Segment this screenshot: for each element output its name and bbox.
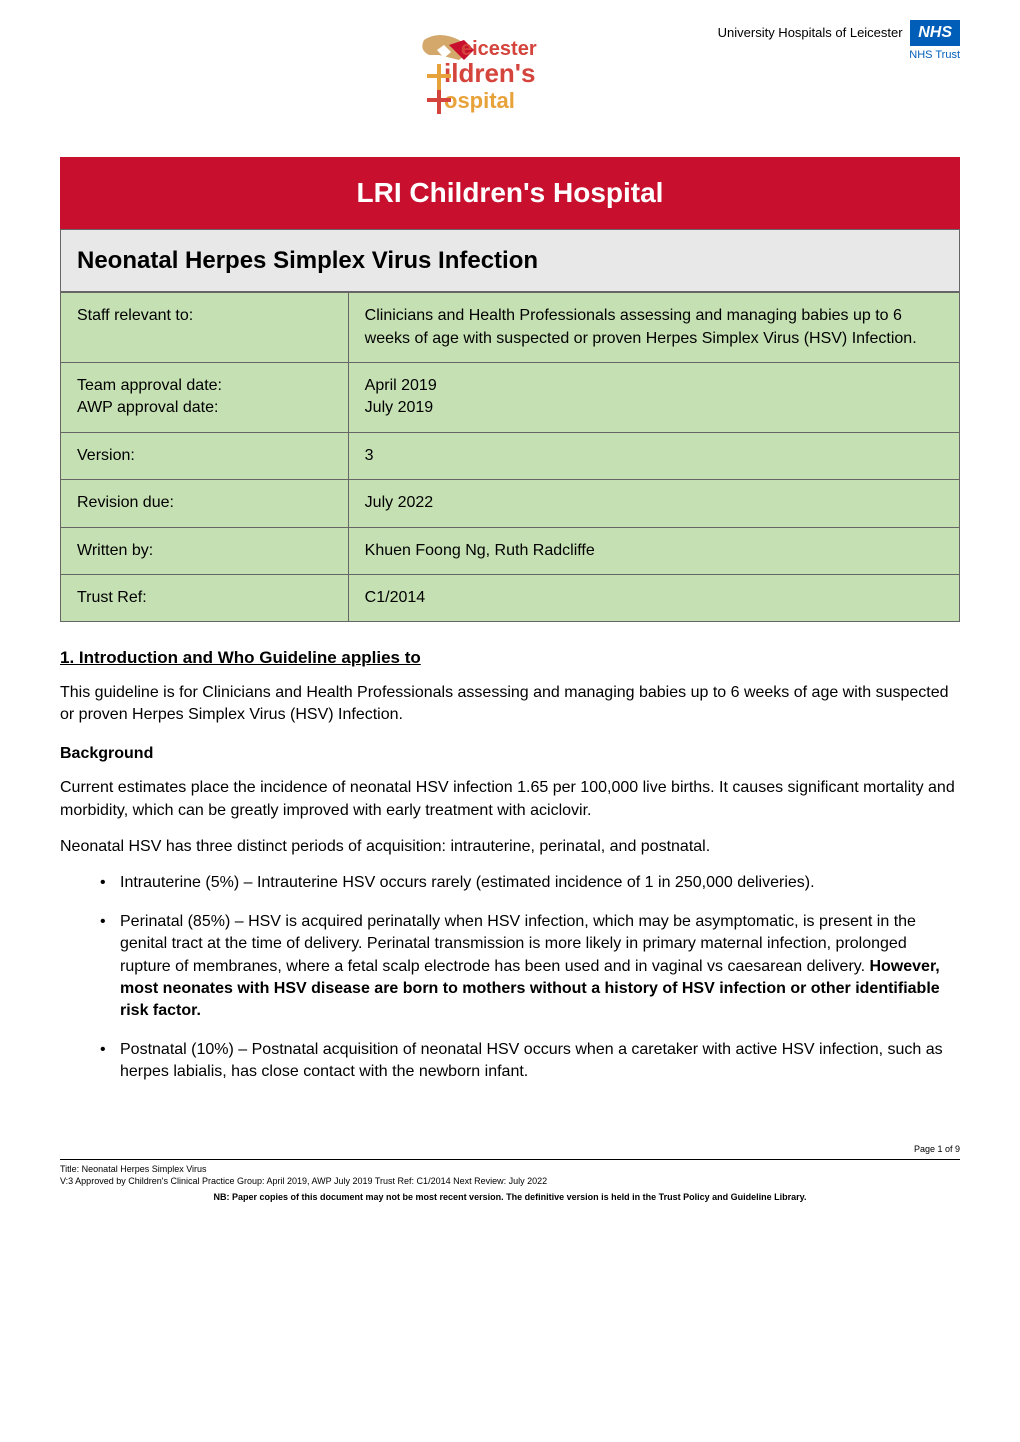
- title-section: Neonatal Herpes Simplex Virus Infection: [60, 229, 960, 293]
- page-title: Neonatal Herpes Simplex Virus Infection: [77, 244, 943, 278]
- hospital-logo: eicester ildren's ospital: [389, 20, 589, 147]
- bullet-prefix: Perinatal (85%) – HSV is acquired perina…: [120, 913, 916, 975]
- footer-nb: NB: Paper copies of this document may no…: [60, 1192, 960, 1204]
- bullet-list: Intrauterine (5%) – Intrauterine HSV occ…: [60, 872, 960, 1083]
- svg-text:ildren's: ildren's: [444, 58, 535, 88]
- table-row: Version: 3: [61, 432, 960, 479]
- info-value: April 2019 July 2019: [348, 362, 959, 432]
- intro-text: This guideline is for Clinicians and Hea…: [60, 682, 960, 727]
- info-label: Version:: [61, 432, 349, 479]
- info-label: Written by:: [61, 527, 349, 574]
- bullet-text: Intrauterine (5%) – Intrauterine HSV occ…: [120, 874, 815, 891]
- table-row: Team approval date: AWP approval date: A…: [61, 362, 960, 432]
- intro-heading: 1. Introduction and Who Guideline applie…: [60, 646, 960, 670]
- table-row: Revision due: July 2022: [61, 480, 960, 527]
- info-value: July 2022: [348, 480, 959, 527]
- info-label: Trust Ref:: [61, 574, 349, 621]
- info-value: 3: [348, 432, 959, 479]
- background-p1: Current estimates place the incidence of…: [60, 777, 960, 822]
- footer-title: Title: Neonatal Herpes Simplex Virus: [60, 1164, 960, 1176]
- info-value: Clinicians and Health Professionals asse…: [348, 293, 959, 363]
- list-item: Intrauterine (5%) – Intrauterine HSV occ…: [100, 872, 960, 894]
- table-row: Staff relevant to: Clinicians and Health…: [61, 293, 960, 363]
- nhs-trust: NHS Trust: [718, 48, 960, 63]
- list-item: Perinatal (85%) – HSV is acquired perina…: [100, 911, 960, 1023]
- background-heading: Background: [60, 743, 960, 765]
- info-value: C1/2014: [348, 574, 959, 621]
- table-row: Written by: Khuen Foong Ng, Ruth Radclif…: [61, 527, 960, 574]
- bullet-text: Postnatal (10%) – Postnatal acquisition …: [120, 1041, 943, 1080]
- table-row: Trust Ref: C1/2014: [61, 574, 960, 621]
- page-number: Page 1 of 9: [60, 1144, 960, 1156]
- svg-text:ospital: ospital: [444, 88, 515, 113]
- info-label: Team approval date: AWP approval date:: [61, 362, 349, 432]
- nhs-logo: University Hospitals of Leicester NHS NH…: [718, 20, 960, 64]
- footer: Page 1 of 9 Title: Neonatal Herpes Simpl…: [60, 1144, 960, 1204]
- header-logos: eicester ildren's ospital University Hos…: [60, 20, 960, 147]
- info-value: Khuen Foong Ng, Ruth Radcliffe: [348, 527, 959, 574]
- info-table: Staff relevant to: Clinicians and Health…: [60, 292, 960, 622]
- red-banner: LRI Children's Hospital: [60, 157, 960, 228]
- footer-divider: [60, 1159, 960, 1160]
- org-name: University Hospitals of Leicester: [718, 25, 903, 40]
- info-label: Revision due:: [61, 480, 349, 527]
- list-item: Postnatal (10%) – Postnatal acquisition …: [100, 1039, 960, 1084]
- nhs-badge: NHS: [910, 20, 960, 46]
- svg-text:eicester: eicester: [461, 38, 537, 60]
- footer-version: V:3 Approved by Children's Clinical Prac…: [60, 1176, 960, 1188]
- background-p2: Neonatal HSV has three distinct periods …: [60, 836, 960, 858]
- info-label: Staff relevant to:: [61, 293, 349, 363]
